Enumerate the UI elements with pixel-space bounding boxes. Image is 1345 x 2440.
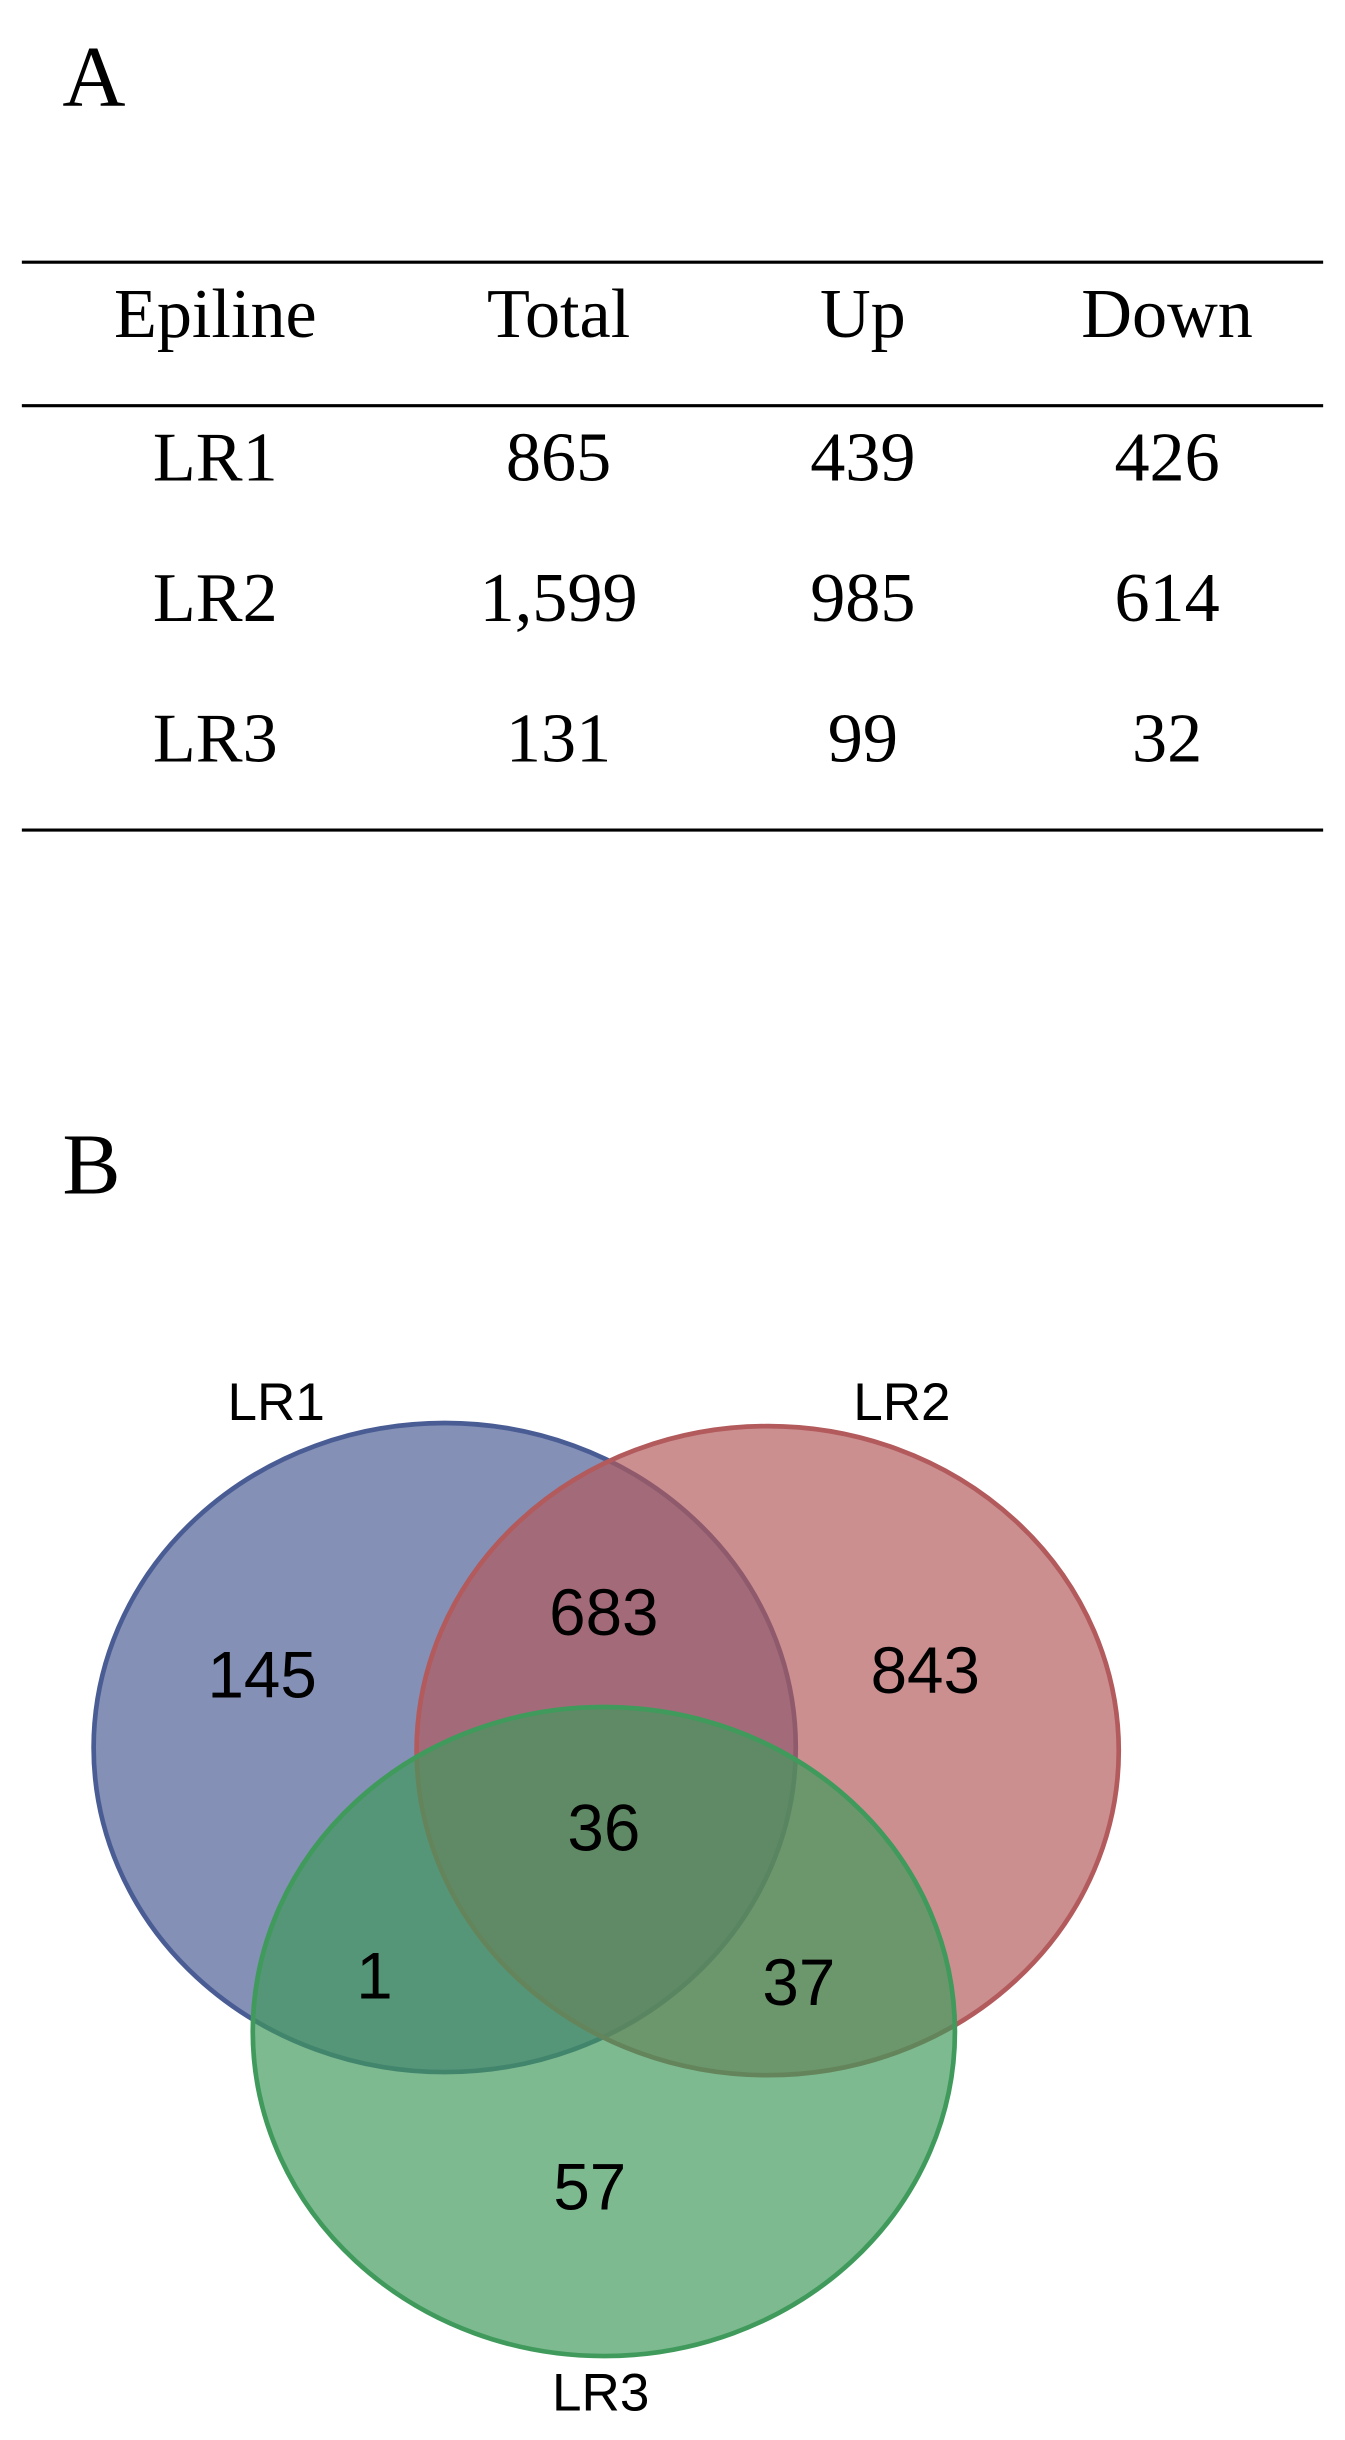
venn-diagram: LR1 LR2 LR3 145 683 843 36 1 37 57	[91, 1373, 1122, 2423]
set-label: LR3	[552, 2364, 649, 2423]
region-count: 36	[567, 1792, 640, 1865]
set-label: LR2	[853, 1373, 950, 1432]
table-cell: 426	[1114, 419, 1219, 497]
table-cell: 99	[828, 699, 898, 777]
region-count: 57	[553, 2150, 626, 2223]
table-cell: 614	[1114, 559, 1219, 637]
set-label: LR1	[228, 1373, 325, 1432]
region-count: 683	[549, 1576, 658, 1649]
header-cell: Epiline	[114, 275, 317, 353]
table-cell: LR3	[153, 699, 278, 777]
region-count: 1	[356, 1940, 392, 2013]
table-cell: 439	[810, 419, 915, 497]
table-cell: 32	[1132, 699, 1202, 777]
table-cell: 131	[506, 699, 611, 777]
panel-label: A	[62, 28, 125, 125]
region-count: 843	[871, 1634, 980, 1707]
panel-label: B	[62, 1116, 120, 1213]
region-count: 145	[207, 1639, 316, 1712]
header-cell: Up	[820, 275, 906, 353]
table-cell: LR2	[153, 559, 278, 637]
header-cell: Down	[1081, 275, 1253, 353]
region-count: 37	[762, 1946, 835, 2019]
table-cell: LR1	[153, 419, 278, 497]
header-cell: Total	[487, 275, 630, 353]
table-cell: 1,599	[480, 559, 638, 637]
set-circle	[250, 1704, 958, 2359]
table: Epiline Total Up Down LR1 865 439 426 LR2 1,599 98…	[21, 260, 1324, 832]
table-cell: 985	[810, 559, 915, 637]
table-cell: 865	[506, 419, 611, 497]
